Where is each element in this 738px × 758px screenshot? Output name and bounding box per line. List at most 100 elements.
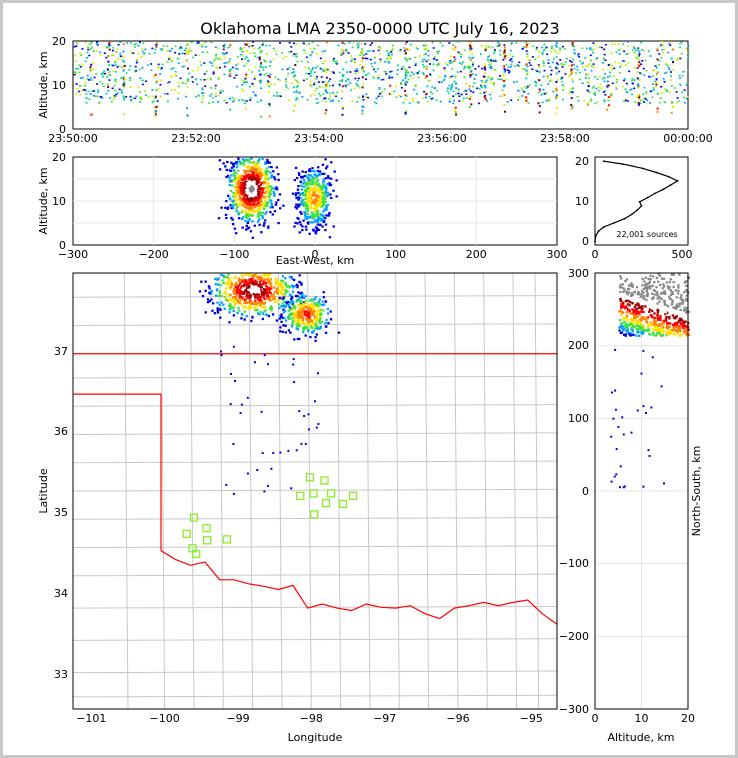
- source-point: [404, 98, 407, 101]
- source-point: [615, 448, 618, 451]
- source-point: [315, 333, 318, 336]
- source-point: [486, 79, 489, 81]
- source-point: [640, 73, 643, 75]
- source-point: [157, 63, 160, 66]
- source-point: [663, 87, 666, 90]
- source-point: [254, 94, 257, 97]
- source-point: [284, 324, 287, 327]
- source-point: [635, 56, 638, 59]
- flash-point: [342, 75, 345, 78]
- source-point: [241, 84, 244, 86]
- source-point: [320, 76, 323, 78]
- source-point: [669, 293, 673, 297]
- source-point: [233, 227, 237, 230]
- source-point: [669, 79, 672, 81]
- source-point: [208, 102, 211, 104]
- source-point: [637, 47, 640, 50]
- source-point: [488, 46, 491, 48]
- source-point: [96, 43, 99, 45]
- source-point: [536, 70, 539, 73]
- source-point: [99, 80, 102, 83]
- source-point: [261, 217, 264, 220]
- flash-point: [324, 60, 327, 63]
- source-point: [250, 300, 253, 303]
- source-point: [660, 57, 663, 59]
- source-point: [630, 431, 633, 434]
- source-point: [281, 288, 284, 291]
- flash-point: [388, 76, 391, 79]
- source-point: [324, 217, 327, 220]
- alt-ew-y-tick-1: 10: [52, 195, 66, 208]
- source-point: [537, 92, 540, 94]
- source-point: [527, 102, 530, 104]
- source-point: [115, 93, 118, 96]
- flash-point: [586, 73, 589, 76]
- source-point: [321, 86, 324, 89]
- source-point: [235, 67, 237, 70]
- lma-station-marker: [202, 523, 211, 533]
- source-point: [351, 46, 354, 49]
- source-point: [279, 42, 281, 44]
- source-point: [317, 198, 321, 201]
- source-point: [255, 186, 258, 189]
- source-point: [666, 90, 669, 93]
- source-point: [601, 77, 604, 80]
- source-point: [295, 283, 298, 286]
- source-point: [257, 207, 260, 210]
- source-point: [88, 43, 91, 46]
- source-point: [300, 184, 303, 187]
- source-point: [139, 97, 142, 99]
- source-point: [86, 75, 89, 77]
- flash-point: [606, 80, 609, 83]
- source-point: [658, 283, 662, 287]
- source-point: [109, 74, 112, 76]
- source-point: [615, 473, 618, 476]
- source-point: [233, 99, 236, 102]
- source-point: [298, 316, 301, 319]
- source-point: [289, 331, 292, 334]
- source-point: [249, 97, 252, 99]
- source-point: [312, 311, 315, 314]
- source-point: [664, 330, 667, 333]
- source-point: [526, 65, 529, 68]
- source-point: [266, 79, 269, 82]
- source-point: [589, 54, 592, 57]
- source-point: [382, 78, 385, 81]
- source-point: [236, 299, 239, 302]
- flash-point: [404, 112, 407, 114]
- source-point: [305, 305, 308, 308]
- source-point: [444, 69, 447, 72]
- source-point: [225, 175, 228, 179]
- source-point: [218, 94, 220, 97]
- source-point: [314, 197, 318, 200]
- source-point: [311, 176, 314, 179]
- source-point: [241, 88, 243, 91]
- source-point: [352, 41, 355, 43]
- lma-station-marker: [338, 499, 348, 509]
- source-point: [285, 285, 289, 288]
- source-point: [535, 48, 538, 51]
- source-point: [252, 84, 255, 87]
- source-point: [260, 174, 263, 177]
- source-point: [231, 223, 235, 226]
- source-point: [628, 287, 631, 291]
- source-point: [247, 184, 250, 187]
- source-point: [682, 311, 685, 314]
- source-point: [631, 324, 635, 328]
- source-point: [243, 193, 246, 196]
- source-point: [265, 179, 268, 182]
- source-point: [378, 53, 381, 55]
- source-point: [317, 203, 320, 206]
- source-point: [517, 89, 520, 92]
- source-point: [243, 202, 246, 205]
- source-point: [286, 300, 290, 304]
- source-point: [237, 62, 239, 65]
- source-point: [303, 201, 306, 204]
- flash-point: [525, 43, 528, 46]
- source-point: [298, 337, 301, 341]
- source-point: [355, 68, 358, 70]
- source-point: [126, 42, 129, 44]
- source-point: [667, 326, 670, 329]
- source-point: [614, 61, 617, 63]
- source-point: [254, 55, 257, 58]
